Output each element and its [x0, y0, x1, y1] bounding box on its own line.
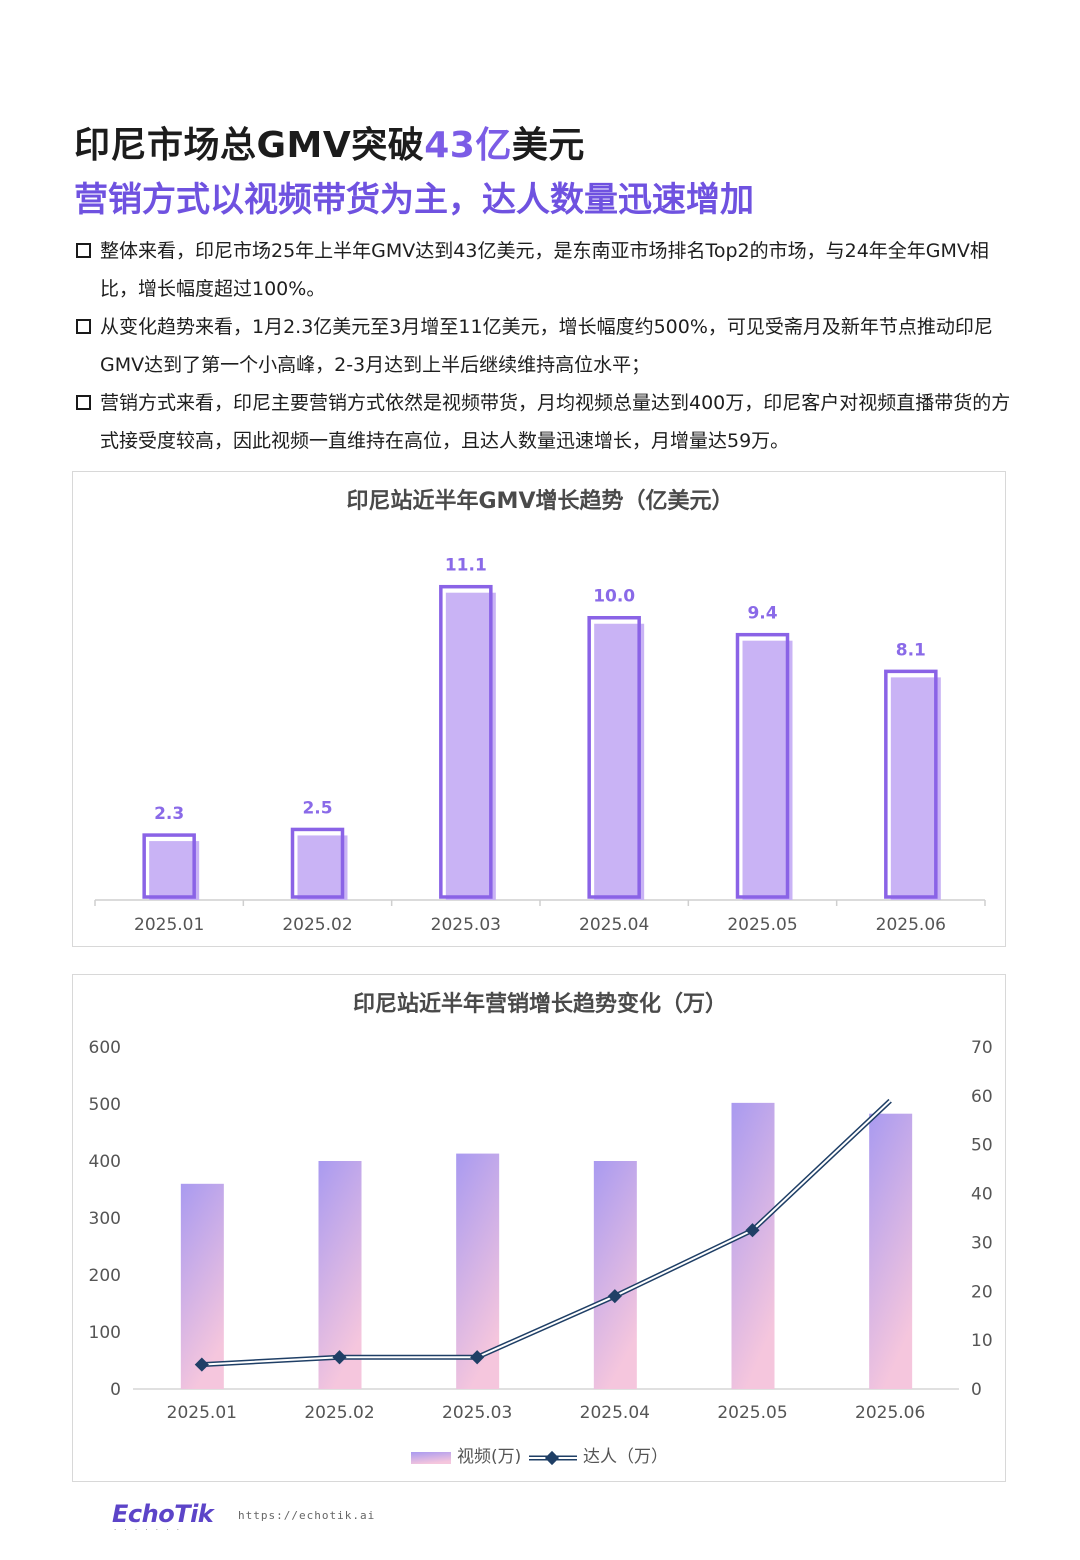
bar-outline — [142, 833, 196, 899]
gmv-chart-panel: 印尼站近半年GMV增长趋势（亿美元） 2.3 2025.01 2.5 2025.02 11… — [72, 471, 1006, 947]
x-tick-label: 2025.05 — [727, 915, 797, 935]
checkbox-square-icon — [76, 395, 91, 410]
bar-outline — [290, 827, 345, 899]
bar-outline — [735, 632, 790, 899]
video-bar — [180, 1183, 224, 1389]
gmv-bar-chart: 印尼站近半年GMV增长趋势（亿美元） 2.3 2025.01 2.5 2025.02 11… — [94, 488, 986, 935]
right-axis-tick-label: 30 — [971, 1233, 993, 1253]
bar — [594, 623, 645, 900]
x-tick-label: 2025.01 — [134, 915, 204, 935]
chart-title: 印尼站近半年GMV增长趋势（亿美元） — [347, 488, 734, 514]
left-axis-tick-label: 0 — [110, 1380, 121, 1400]
video-bar — [593, 1161, 637, 1389]
legend-video-label: 视频(万) — [457, 1447, 521, 1467]
bullet-text: 营销方式来看，印尼主要营销方式依然是视频带货，月均视频总量达到400万，印尼客户… — [100, 392, 1011, 452]
bar — [297, 835, 348, 900]
page-subtitle: 营销方式以视频带货为主，达人数量迅速增加 — [74, 180, 754, 220]
left-axis-tick-label: 100 — [89, 1323, 121, 1343]
marketing-chart-panel: 印尼站近半年营销增长趋势变化（万） 0 100 200 300 400 500 600 0 10 2… — [72, 974, 1006, 1482]
x-tick-label: 2025.02 — [282, 915, 352, 935]
title-part2: 美元 — [511, 125, 585, 166]
data-label: 9.4 — [747, 604, 777, 624]
legend-video-swatch — [411, 1452, 451, 1464]
bar-outline — [884, 669, 938, 899]
bar-outline — [439, 584, 493, 899]
right-axis-tick-label: 70 — [971, 1038, 993, 1058]
bar-outline — [587, 615, 641, 899]
x-tick-label: 2025.06 — [876, 915, 946, 935]
creator-line-outer — [201, 1098, 892, 1368]
data-label: 8.1 — [896, 640, 926, 660]
right-axis-tick-label: 20 — [971, 1282, 993, 1302]
creator-point-marker — [607, 1289, 622, 1304]
right-axis-tick-label: 10 — [971, 1331, 993, 1351]
bullet-text: 从变化趋势来看，1月2.3亿美元至3月增至11亿美元，增长幅度约500%，可见受… — [100, 316, 993, 376]
left-axis-tick-label: 200 — [89, 1266, 121, 1286]
data-label: 10.0 — [593, 587, 635, 607]
bar — [445, 592, 496, 900]
title-part1: 印尼市场总GMV突破 — [74, 125, 425, 166]
video-bar — [869, 1113, 913, 1389]
data-label: 11.1 — [445, 556, 487, 576]
footer-url: https://echotik.ai — [238, 1509, 376, 1522]
bullet-list: 整体来看，印尼市场25年上半年GMV达到43亿美元，是东南亚市场排名Top2的市… — [74, 232, 1014, 460]
bullet-item: 营销方式来看，印尼主要营销方式依然是视频带货，月均视频总量达到400万，印尼客户… — [74, 384, 1014, 460]
chart-title: 印尼站近半年营销增长趋势变化（万） — [353, 991, 727, 1017]
right-axis-tick-label: 0 — [971, 1380, 982, 1400]
legend-creator-marker — [544, 1450, 560, 1466]
bullet-item: 从变化趋势来看，1月2.3亿美元至3月增至11亿美元，增长幅度约500%，可见受… — [74, 308, 1014, 384]
data-label: 2.5 — [302, 798, 332, 818]
left-axis-tick-label: 300 — [89, 1209, 121, 1229]
echotik-logo: EchoTik — [112, 1500, 214, 1528]
x-tick-label: 2025.03 — [431, 915, 501, 935]
video-bar — [731, 1102, 775, 1389]
page-title: 印尼市场总GMV突破43亿美元 — [74, 116, 585, 168]
x-tick-label: 2025.03 — [442, 1403, 512, 1423]
x-tick-label: 2025.04 — [580, 1403, 650, 1423]
x-tick-label: 2025.05 — [717, 1403, 787, 1423]
right-axis-tick-label: 40 — [971, 1185, 993, 1205]
x-tick-label: 2025.02 — [304, 1403, 374, 1423]
bar — [149, 841, 200, 900]
bar — [742, 640, 793, 900]
right-axis-tick-label: 50 — [971, 1136, 993, 1156]
checkbox-square-icon — [76, 243, 91, 258]
left-axis-tick-label: 600 — [89, 1038, 121, 1058]
data-label: 2.3 — [154, 804, 184, 824]
x-tick-label: 2025.06 — [855, 1403, 925, 1423]
right-axis-tick-label: 60 — [971, 1087, 993, 1107]
left-axis-tick-label: 400 — [89, 1152, 121, 1172]
x-tick-label: 2025.01 — [167, 1403, 237, 1423]
creator-line-inner — [201, 1100, 891, 1366]
checkbox-square-icon — [76, 319, 91, 334]
x-tick-label: 2025.04 — [579, 915, 649, 935]
legend-creator-label: 达人（万） — [583, 1447, 668, 1467]
logo-tagline: · · · · · · · — [114, 1526, 182, 1534]
bullet-item: 整体来看，印尼市场25年上半年GMV达到43亿美元，是东南亚市场排名Top2的市… — [74, 232, 1014, 308]
bullet-text: 整体来看，印尼市场25年上半年GMV达到43亿美元，是东南亚市场排名Top2的市… — [100, 240, 989, 300]
title-highlight: 43亿 — [424, 125, 512, 166]
marketing-combo-chart: 印尼站近半年营销增长趋势变化（万） 0 100 200 300 400 500 600 0 10 2… — [89, 991, 993, 1467]
left-axis-tick-label: 500 — [89, 1095, 121, 1115]
bar — [890, 677, 941, 900]
